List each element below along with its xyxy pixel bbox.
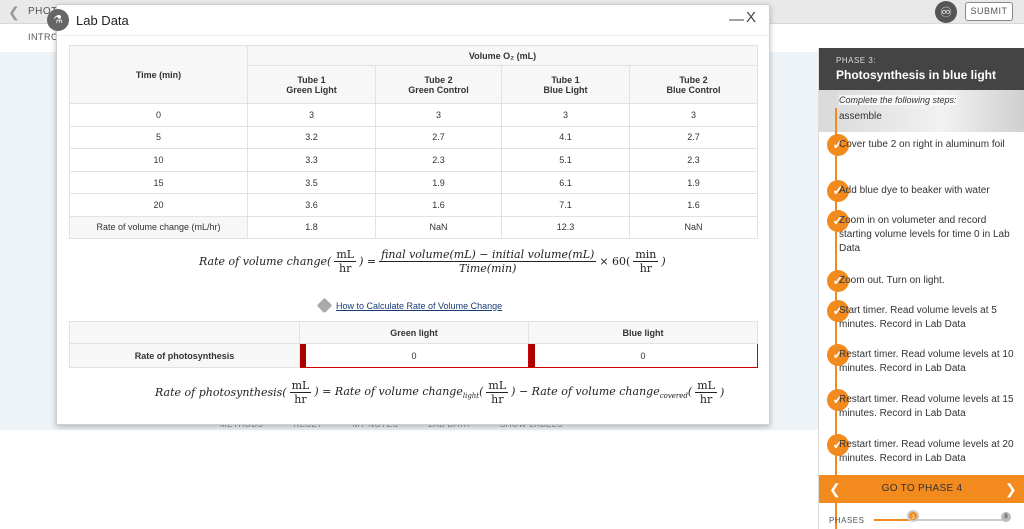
phase-panel: PHASE 3: Photosynthesis in blue light Co… — [818, 48, 1024, 529]
green-light-rate-input[interactable]: 0 — [299, 343, 529, 368]
rate-formula: Rate of volume change( mL hr ) = final vo… — [199, 248, 666, 275]
cell-value: 6.1 — [501, 170, 630, 195]
chevron-left-icon[interactable]: ❮ — [829, 481, 842, 497]
photo-header-blue: Blue light — [528, 321, 758, 344]
phase-title: Photosynthesis in blue light — [836, 68, 997, 82]
phases-label: PHASES — [829, 516, 865, 525]
table-row: 0 3 3 3 3 — [69, 103, 758, 127]
rate-row: Rate of volume change (mL/hr) 1.8 NaN 12… — [69, 215, 758, 239]
phase-label: PHASE 3: — [836, 56, 877, 65]
step-partial-text: assemble — [839, 111, 882, 122]
cell-value: 1.6 — [375, 193, 502, 217]
cell-time: 15 — [69, 170, 248, 195]
cell-value: 3 — [247, 103, 376, 127]
step-text: Restart timer. Read volume levels at 20 … — [839, 439, 1014, 464]
volume-header: Volume O₂ (mL) — [247, 45, 758, 66]
step-text: Zoom in on volumeter and record starting… — [839, 215, 1010, 254]
column-header-tube2-blue: Tube 2 Blue Control — [629, 65, 758, 104]
check-icon: ✓ — [827, 270, 849, 292]
check-icon: ✓ — [827, 180, 849, 202]
phases-progress-fill — [874, 519, 914, 521]
cell-value: 3.6 — [247, 193, 376, 217]
cell-time: 0 — [69, 103, 248, 127]
step-text: Restart timer. Read volume levels at 15 … — [839, 394, 1014, 419]
step-text: Cover tube 2 on right in aluminum foil — [839, 139, 1005, 150]
photo-header-empty — [69, 321, 300, 344]
modal-divider — [57, 35, 769, 36]
cell-value: 4.1 — [501, 125, 630, 150]
modal-title: Lab Data — [76, 13, 129, 28]
accessibility-icon[interactable]: ♾ — [935, 1, 957, 23]
column-header-tube1-green: Tube 1 Green Light — [247, 65, 376, 104]
how-to-calculate-link[interactable]: How to Calculate Rate of Volume Change — [316, 297, 502, 314]
submit-button[interactable]: SUBMIT — [965, 2, 1013, 21]
go-to-phase-button[interactable]: ❮ GO TO PHASE 4 ❯ — [819, 475, 1024, 503]
table-row: 10 3.3 2.3 5.1 2.3 — [69, 148, 758, 172]
rate-value: 1.8 — [247, 215, 376, 239]
close-button[interactable]: X — [746, 9, 757, 26]
cell-time: 20 — [69, 193, 248, 217]
step-text: Restart timer. Read volume levels at 10 … — [839, 349, 1014, 374]
photosynthesis-formula: Rate of photosynthesis( mL hr ) = Rate of… — [155, 379, 725, 406]
phase-header: PHASE 3: Photosynthesis in blue light — [819, 48, 1024, 90]
column-header-time: Time (min) — [69, 45, 248, 104]
complete-steps-label: Complete the following steps: — [839, 95, 957, 105]
cell-value: 2.3 — [629, 148, 758, 172]
check-icon: ✓ — [827, 389, 849, 411]
table-row: 15 3.5 1.9 6.1 1.9 — [69, 170, 758, 195]
check-icon: ✓ — [827, 434, 849, 456]
flask-icon: ⚗ — [47, 9, 69, 31]
step-text: Add blue dye to beaker with water — [839, 185, 990, 196]
cell-value: 7.1 — [501, 193, 630, 217]
intro-tab[interactable]: INTRO — [28, 32, 59, 42]
cell-value: 3 — [501, 103, 630, 127]
cell-value: 3 — [375, 103, 502, 127]
cell-value: 2.3 — [375, 148, 502, 172]
photo-header-green: Green light — [299, 321, 529, 344]
rate-value: 12.3 — [501, 215, 630, 239]
go-to-phase-label: GO TO PHASE 4 — [881, 483, 963, 494]
chevron-right-icon[interactable]: ❯ — [1004, 481, 1017, 497]
cell-value: 3 — [629, 103, 758, 127]
input-marker — [300, 344, 306, 367]
cell-value: 2.7 — [629, 125, 758, 150]
step-text: Zoom out. Turn on light. — [839, 275, 945, 286]
cell-value: 1.9 — [375, 170, 502, 195]
volume-data-table: Time (min) Volume O₂ (mL) Tube 1 Green Li… — [69, 45, 758, 239]
rate-value: NaN — [629, 215, 758, 239]
check-icon: ✓ — [827, 134, 849, 156]
cell-time: 10 — [69, 148, 248, 172]
cell-value: 3.5 — [247, 170, 376, 195]
check-icon: ✓ — [827, 210, 849, 232]
photo-row-label: Rate of photosynthesis — [69, 343, 300, 368]
rate-value: NaN — [375, 215, 502, 239]
cell-value: 3.2 — [247, 125, 376, 150]
phase-dot-current[interactable]: 3 — [907, 510, 919, 522]
cell-value: 1.6 — [629, 193, 758, 217]
lab-data-modal: ⚗ Lab Data — X Time (min) Volume O₂ (mL)… — [47, 4, 770, 425]
cell-value: 2.7 — [375, 125, 502, 150]
tag-icon — [316, 297, 333, 314]
cell-value: 3.3 — [247, 148, 376, 172]
cell-value: 1.9 — [629, 170, 758, 195]
table-row: 5 3.2 2.7 4.1 2.7 — [69, 125, 758, 150]
photosynthesis-table: Green light Blue light Rate of photosynt… — [69, 321, 758, 368]
back-chevron-icon[interactable]: ❮ — [8, 4, 20, 20]
minimize-button[interactable]: — — [729, 11, 744, 28]
check-icon: ✓ — [827, 344, 849, 366]
app-title: PHOT — [28, 6, 58, 17]
phase-dot-last[interactable]: 8 — [1001, 512, 1011, 522]
input-marker — [529, 344, 535, 367]
blue-light-rate-input[interactable]: 0 — [528, 343, 758, 368]
cell-time: 5 — [69, 125, 248, 150]
step-text: Start timer. Read volume levels at 5 min… — [839, 305, 997, 330]
table-row: 20 3.6 1.6 7.1 1.6 — [69, 193, 758, 217]
column-header-tube1-blue: Tube 1 Blue Light — [501, 65, 630, 104]
rate-row-label: Rate of volume change (mL/hr) — [69, 215, 248, 239]
phases-track — [874, 519, 1009, 521]
check-icon: ✓ — [827, 300, 849, 322]
stage-bottom — [0, 430, 818, 529]
column-header-tube2-green: Tube 2 Green Control — [375, 65, 502, 104]
cell-value: 5.1 — [501, 148, 630, 172]
